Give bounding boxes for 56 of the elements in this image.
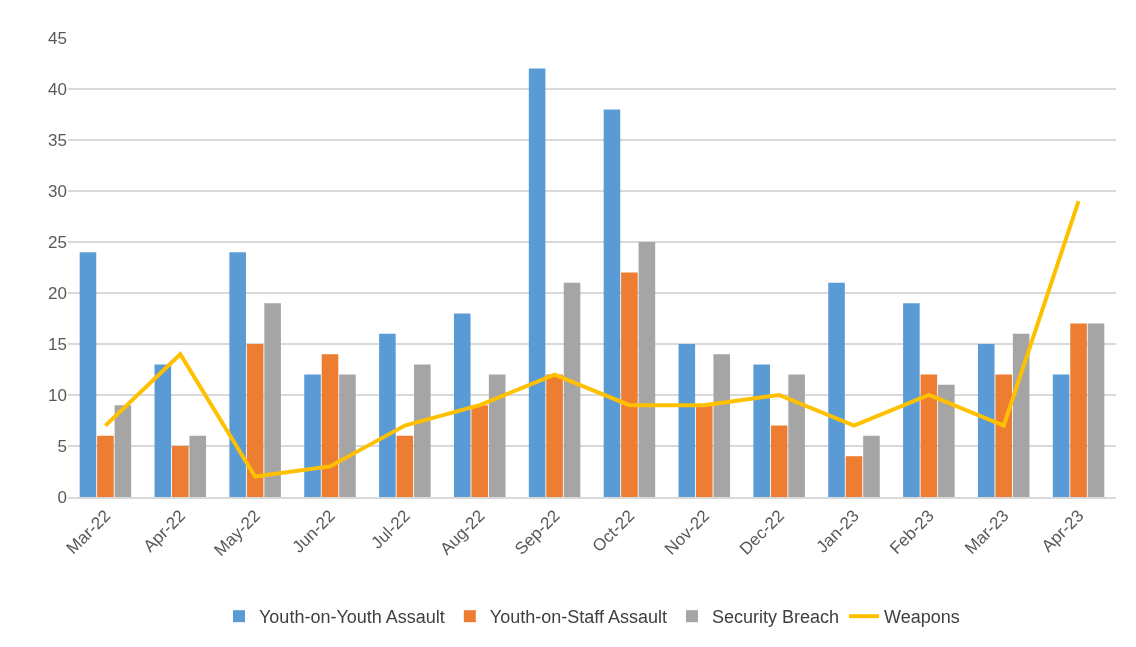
bar	[114, 405, 132, 497]
legend-label: Security Breach	[711, 607, 840, 628]
bar	[828, 282, 845, 497]
bar	[79, 252, 97, 497]
bar	[471, 405, 489, 497]
bar	[770, 425, 788, 497]
bar	[920, 374, 938, 497]
y-tick-label: 10	[48, 385, 67, 405]
bar	[563, 282, 581, 497]
bar	[603, 109, 621, 497]
bar	[938, 384, 955, 497]
bar	[638, 242, 656, 497]
bar	[189, 435, 207, 497]
legend-label: Youth-on-Staff Assault	[489, 607, 667, 628]
bar	[171, 446, 189, 497]
bar	[713, 354, 731, 497]
bar	[1052, 374, 1070, 497]
bar	[546, 374, 563, 497]
bar	[845, 456, 863, 497]
bar	[453, 313, 471, 497]
bar	[1087, 323, 1105, 497]
bar	[488, 374, 506, 497]
bar	[339, 374, 356, 497]
bar	[229, 252, 246, 497]
bar	[695, 405, 713, 497]
bar	[304, 374, 321, 497]
bar	[246, 344, 264, 497]
legend-label: Weapons	[884, 607, 960, 628]
bar	[863, 435, 880, 497]
y-tick-label: 0	[57, 487, 67, 507]
y-tick-label: 25	[48, 232, 67, 252]
y-tick-label: 45	[48, 28, 67, 48]
bar	[396, 435, 414, 497]
line-series	[103, 199, 1081, 479]
y-tick-label: 35	[48, 130, 67, 150]
bar	[678, 344, 696, 497]
bar	[528, 68, 546, 497]
y-tick-label: 20	[48, 283, 67, 303]
bar	[264, 303, 281, 497]
bar	[977, 344, 995, 497]
y-tick-label: 15	[48, 334, 67, 354]
bar	[995, 374, 1013, 497]
bar	[414, 364, 431, 497]
legend-label: Youth-on-Youth Assault	[259, 607, 445, 628]
bar	[154, 364, 172, 497]
y-tick-label: 30	[48, 181, 67, 201]
bar	[903, 303, 920, 497]
bar	[379, 333, 396, 497]
bar	[321, 354, 339, 497]
y-tick-label: 40	[48, 79, 67, 99]
bar	[621, 272, 638, 497]
bar	[788, 374, 805, 497]
y-tick-label: 5	[57, 436, 67, 456]
bar	[1070, 323, 1087, 497]
bar	[97, 435, 114, 497]
bar	[753, 364, 770, 497]
